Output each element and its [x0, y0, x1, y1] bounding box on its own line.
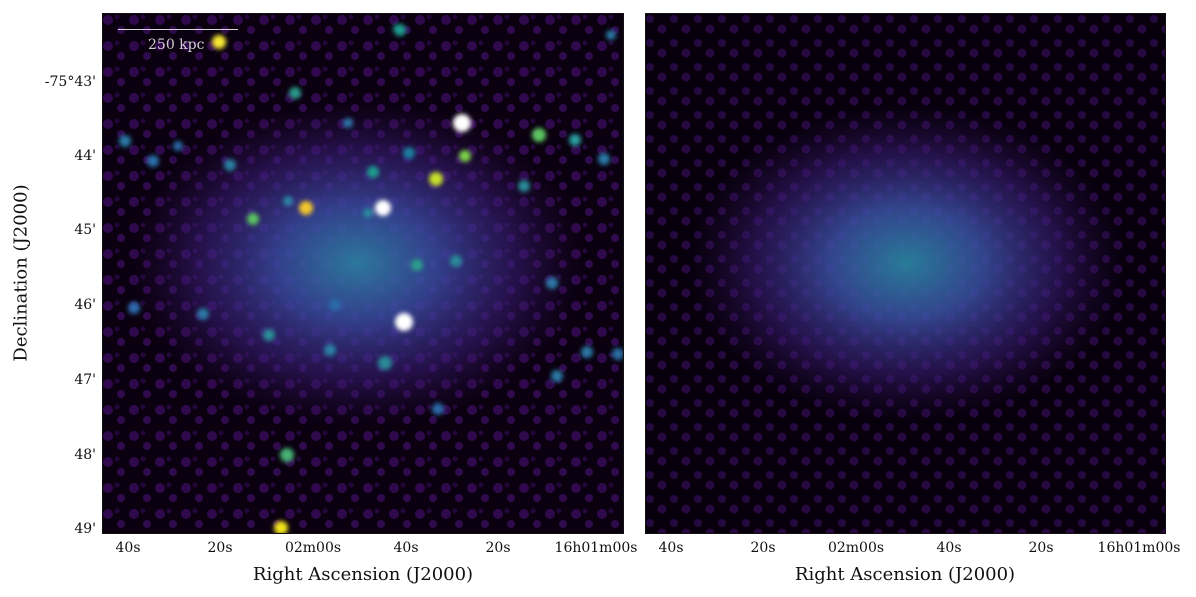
point-source	[612, 348, 624, 360]
point-source	[324, 344, 336, 356]
x-axis-title-left: Right Ascension (J2000)	[252, 564, 474, 585]
x-tick-label: 20s	[485, 540, 511, 556]
image-panel-left: 250 kpc	[102, 13, 624, 534]
point-source	[403, 147, 415, 159]
point-source	[432, 403, 444, 415]
x-tick-label: 40s	[936, 540, 962, 556]
x-tick-label: 40s	[658, 540, 684, 556]
x-tick-label: 40s	[393, 540, 419, 556]
point-source	[532, 128, 546, 142]
point-source	[459, 150, 471, 162]
point-source	[280, 448, 294, 462]
scale-bar-label: 250 kpc	[148, 37, 205, 53]
x-tick-label: 16h01m00s	[1097, 540, 1181, 556]
point-source	[551, 370, 563, 382]
point-source	[119, 135, 131, 147]
point-source	[453, 114, 471, 132]
point-source	[247, 213, 259, 225]
y-tick-label: 49'	[74, 521, 96, 537]
xray-image-with-sources	[102, 13, 624, 534]
xray-image-point-sources-removed	[645, 13, 1166, 534]
x-tick-label: 02m00s	[827, 540, 885, 556]
point-source	[197, 308, 209, 320]
y-tick-label: -75°43'	[44, 74, 96, 90]
point-source	[212, 35, 226, 49]
point-source	[395, 313, 413, 331]
x-tick-label: 02m00s	[284, 540, 342, 556]
point-source	[283, 196, 293, 206]
y-tick-label: 46'	[74, 297, 96, 313]
point-source	[367, 166, 379, 178]
scale-bar	[118, 29, 238, 30]
point-source	[429, 172, 443, 186]
y-tick-label: 44'	[74, 148, 96, 164]
x-axis-title-right: Right Ascension (J2000)	[794, 564, 1016, 585]
point-source	[581, 346, 593, 358]
point-source	[363, 208, 373, 218]
point-source	[299, 201, 313, 215]
point-source	[173, 141, 183, 151]
y-tick-label: 47'	[74, 372, 96, 388]
point-source	[329, 299, 341, 311]
point-source	[411, 259, 423, 271]
x-tick-label: 20s	[207, 540, 233, 556]
x-tick-label: 40s	[115, 540, 141, 556]
point-source	[393, 24, 403, 34]
image-panel-right	[645, 13, 1166, 534]
point-source	[224, 159, 236, 171]
point-source	[263, 329, 275, 341]
point-source	[518, 180, 530, 192]
x-tick-label: 16h01m00s	[554, 540, 638, 556]
point-source	[343, 118, 353, 128]
point-source	[378, 356, 392, 370]
y-axis-title: Declination (J2000)	[10, 184, 32, 362]
point-source	[450, 255, 462, 267]
x-tick-label: 20s	[1028, 540, 1054, 556]
point-source	[598, 153, 610, 165]
point-source	[606, 30, 616, 40]
point-source	[546, 277, 558, 289]
point-source	[375, 200, 391, 216]
y-tick-label: 45'	[74, 222, 96, 238]
y-tick-label: 48'	[74, 447, 96, 463]
x-tick-label: 20s	[750, 540, 776, 556]
point-source	[274, 521, 288, 534]
point-source	[128, 302, 140, 314]
point-source	[147, 155, 159, 167]
point-source	[289, 87, 301, 99]
point-source	[569, 134, 581, 146]
